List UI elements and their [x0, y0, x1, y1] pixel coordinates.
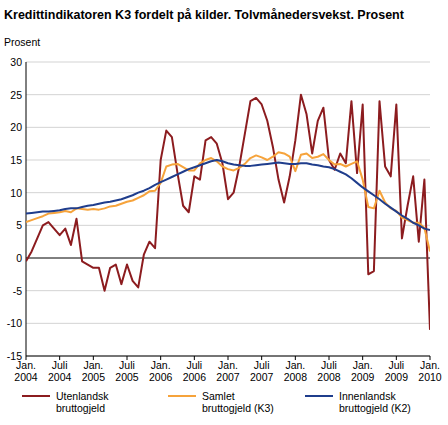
x-tick-label: Juli2009	[385, 359, 409, 383]
chart: Kredittindikatoren K3 fordelt på kilder.…	[0, 0, 448, 425]
x-tick-label: Jan.2007	[216, 359, 240, 383]
y-tick-label: 20	[10, 121, 22, 133]
x-tick-label: Jan.2005	[82, 359, 106, 383]
x-tick-label: Juli2005	[115, 359, 139, 383]
legend-swatch	[22, 395, 50, 397]
series-line	[26, 152, 430, 251]
legend-swatch	[305, 395, 333, 397]
grid-line	[26, 225, 430, 226]
x-tick-label: Jan.2004	[14, 359, 38, 383]
y-tick-label: 30	[10, 56, 22, 68]
legend-swatch	[168, 395, 196, 397]
grid-line	[26, 290, 430, 291]
series-line	[26, 95, 430, 330]
y-tick-label: -5	[13, 285, 22, 297]
y-axis-label: Prosent	[4, 36, 40, 48]
plot-area	[26, 95, 430, 330]
y-tick-label: 5	[16, 219, 22, 231]
grid-line	[26, 160, 430, 161]
x-tick-label: Juli2007	[250, 359, 274, 383]
y-tick-label: 0	[16, 252, 22, 264]
y-tick-label: 25	[10, 89, 22, 101]
legend-label: Utenlandskbruttogjeld	[56, 390, 109, 414]
legend-label: Innenlandskbruttogjeld (K2)	[339, 390, 411, 414]
x-tick-label: Juli2006	[183, 359, 207, 383]
x-tick-label: Jan.2006	[149, 359, 173, 383]
y-axis	[26, 62, 27, 356]
legend-label: Samletbruttogjeld (K3)	[202, 390, 274, 414]
x-tick-label: Juli2004	[48, 359, 72, 383]
series-line	[26, 160, 430, 230]
y-tick-label: -10	[7, 317, 22, 329]
x-tick-label: Jan.2010	[418, 359, 442, 383]
x-tick-label: Jan.2008	[284, 359, 308, 383]
y-tick-label: 15	[10, 154, 22, 166]
grid-line	[26, 127, 430, 128]
x-tick-label: Jan.2009	[351, 359, 375, 383]
title: Kredittindikatoren K3 fordelt på kilder.…	[4, 8, 405, 22]
grid-line	[26, 323, 430, 324]
grid-line	[26, 62, 430, 63]
x-tick-label: Juli2008	[317, 359, 341, 383]
y-tick-label: 10	[10, 187, 22, 199]
grid-line	[26, 94, 430, 95]
grid-line	[26, 258, 430, 259]
